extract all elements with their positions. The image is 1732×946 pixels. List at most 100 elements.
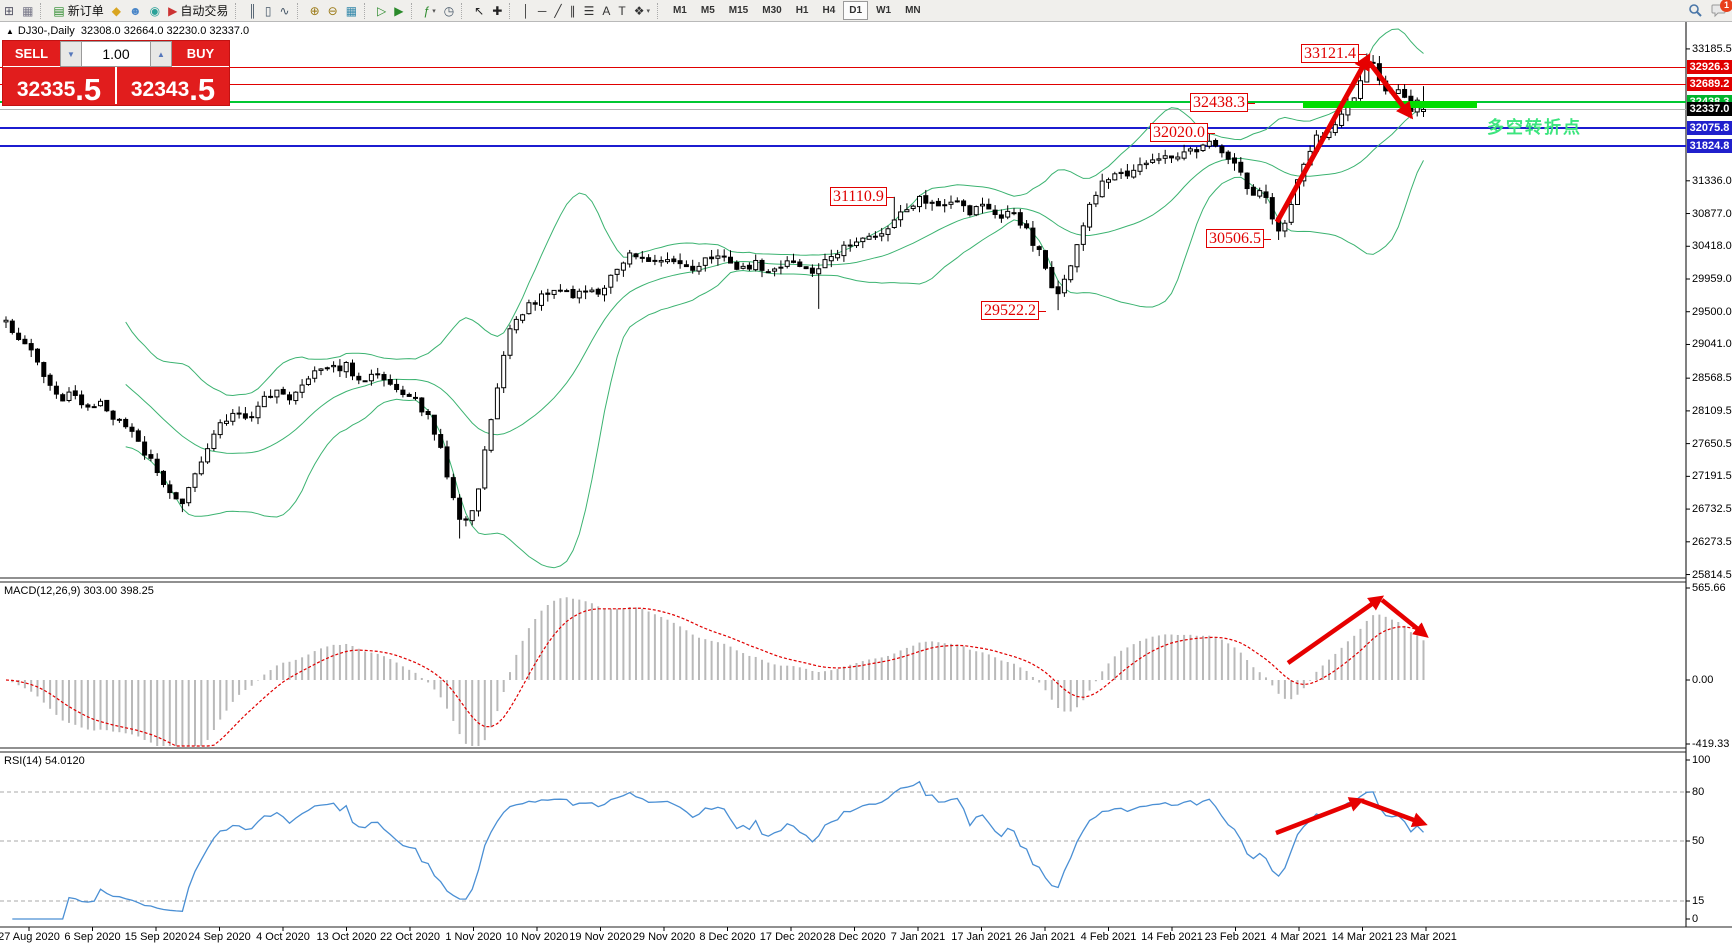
candle-body (1269, 197, 1275, 220)
date-tick-label: 13 Oct 2020 (316, 931, 377, 943)
fibonacci-icon[interactable]: ☰ (580, 1, 599, 20)
last-price-badge: 32337.0 (1687, 102, 1732, 117)
timeframe-w1[interactable]: W1 (876, 5, 892, 16)
new-chart-icon[interactable]: ⊞ (0, 1, 18, 20)
timeframe-m15[interactable]: M15 (728, 5, 749, 16)
trend-arrow[interactable] (1274, 53, 1371, 224)
new-order-button[interactable]: ▤ 新订单 (53, 3, 104, 19)
candle-body (696, 265, 702, 272)
timeframe-h4[interactable]: H4 (822, 5, 836, 16)
candle-body (923, 195, 929, 204)
shapes-icon[interactable]: ❖ ▾ (630, 1, 654, 20)
candle-body (1093, 194, 1099, 205)
timeframe-mn[interactable]: MN (905, 5, 921, 16)
notification-badge: 1 (1720, 0, 1732, 12)
candle-body (1099, 180, 1105, 198)
price-annotation-box[interactable]: 30506.5 (1206, 229, 1271, 248)
auto-trading-button[interactable]: ▶ 自动交易 (168, 3, 229, 19)
price-annotation-box[interactable]: 29522.2 (981, 301, 1046, 320)
date-tick-label: 14 Mar 2021 (1331, 931, 1394, 943)
channel-icon[interactable]: ∥ (566, 1, 580, 20)
timeframe-m30[interactable]: M30 (762, 5, 782, 16)
rsi-trend-arrow[interactable] (1361, 798, 1428, 828)
signals-icon: ◉ (149, 3, 161, 18)
macd-trend-arrow[interactable] (1380, 598, 1429, 638)
market-gold-icon[interactable]: ◆ (108, 1, 125, 20)
candle-body (822, 259, 828, 269)
candle-body (1358, 80, 1363, 99)
candle-body (746, 264, 752, 270)
candle-body (293, 391, 299, 402)
timeframe-m1[interactable]: M1 (672, 5, 687, 16)
sell-button[interactable]: SELL (3, 41, 60, 67)
price-annotation-box[interactable]: 33121.4 (1301, 44, 1366, 63)
price-tick-label: 28568.5 (1692, 372, 1732, 385)
trend-arrow[interactable] (1367, 60, 1414, 120)
candle-body (1043, 250, 1048, 269)
rsi-trend-arrow[interactable] (1275, 797, 1365, 836)
candle-body (129, 426, 135, 432)
line-chart-icon[interactable]: ∿ (276, 1, 294, 20)
candle-body (620, 262, 626, 271)
chart-profiles-icon[interactable]: ▦ (18, 1, 37, 20)
candlestick-chart-icon[interactable]: ▯ (261, 1, 276, 20)
timeframe-m5[interactable]: M5 (700, 5, 715, 16)
community-icon[interactable]: ☻ (125, 1, 146, 20)
volume-input[interactable] (82, 41, 150, 67)
candle-body (1074, 244, 1080, 268)
volume-decrease-button[interactable]: ▼ (60, 41, 82, 67)
buy-price[interactable]: 32343.5 (115, 67, 229, 105)
candle-body (1143, 162, 1149, 166)
candle-body (1194, 149, 1200, 153)
trendline-icon[interactable]: ╱ (550, 1, 565, 20)
price-annotation-box[interactable]: 32438.3 (1190, 93, 1255, 112)
notifications-icon[interactable]: 1 (1711, 0, 1732, 18)
price-annotation-box[interactable]: 31110.9 (830, 187, 894, 206)
volume-increase-button[interactable]: ▲ (150, 41, 172, 67)
timeframe-h1[interactable]: H1 (795, 5, 809, 16)
collapse-marker-icon[interactable]: ▲ (6, 27, 14, 36)
bar-chart-icon[interactable]: ║ (244, 1, 261, 20)
zoom-out-icon[interactable]: ⊖ (324, 1, 342, 20)
price-tick-label: 31336.0 (1692, 174, 1732, 187)
dropdown-caret-icon[interactable]: ▾ (646, 7, 650, 15)
price-annotation-box[interactable]: 32020.0 (1150, 123, 1215, 142)
chart-shift-icon[interactable]: ▷ (373, 1, 390, 20)
tile-windows-icon[interactable]: ▦ (342, 1, 361, 20)
support-zone-bar[interactable] (1303, 101, 1477, 108)
channel-icon: ∥ (569, 3, 576, 18)
candle-body (1087, 203, 1093, 228)
candle-body (1112, 173, 1118, 181)
signals-icon[interactable]: ◉ (146, 1, 164, 20)
dropdown-caret-icon[interactable]: ▾ (432, 7, 436, 15)
candle-body (507, 328, 513, 356)
search-icon[interactable] (1688, 3, 1703, 18)
cursor-icon[interactable]: ↖ (470, 1, 488, 20)
candle-body (224, 420, 229, 424)
timeframe-d1[interactable]: D1 (843, 1, 869, 20)
vertical-line-icon: │ (522, 3, 530, 18)
sell-price[interactable]: 32335.5 (16, 72, 102, 107)
candle-body (192, 473, 198, 488)
candle-body (1137, 164, 1143, 172)
candle-body (702, 257, 708, 266)
periods-icon[interactable]: ◷ (440, 1, 458, 20)
toolbar: 1 ⊞ ▦ ▤ 新订单 ◆ ☻ ◉ ▶ 自动交易 ║ ▯ ∿ ⊕ ⊖ ▦ ▷ ▶ ƒ ▾ ◷ ↖ ✚ │ ─ ╱ ∥ ☰ A T ❖ ▾ M1… (0, 0, 1732, 22)
vertical-line-icon[interactable]: │ (518, 1, 534, 20)
text-icon[interactable]: A (598, 1, 614, 20)
buy-button[interactable]: BUY (172, 41, 229, 67)
horizontal-line-icon[interactable]: ─ (534, 1, 551, 20)
text-label-icon[interactable]: T (614, 1, 629, 20)
crosshair-icon[interactable]: ✚ (488, 1, 506, 20)
auto-scroll-icon[interactable]: ▶ (390, 1, 407, 20)
macd-trend-arrow[interactable] (1286, 595, 1385, 665)
trend-note-text[interactable]: 多空转折点 (1487, 118, 1582, 137)
candle-body (167, 484, 173, 494)
candle-body (85, 404, 91, 408)
candle-body (1156, 158, 1162, 161)
date-tick-label: 24 Sep 2020 (188, 931, 251, 943)
candle-body (312, 370, 318, 379)
zoom-in-icon[interactable]: ⊕ (306, 1, 324, 20)
indicators-icon[interactable]: ƒ ▾ (420, 1, 440, 20)
